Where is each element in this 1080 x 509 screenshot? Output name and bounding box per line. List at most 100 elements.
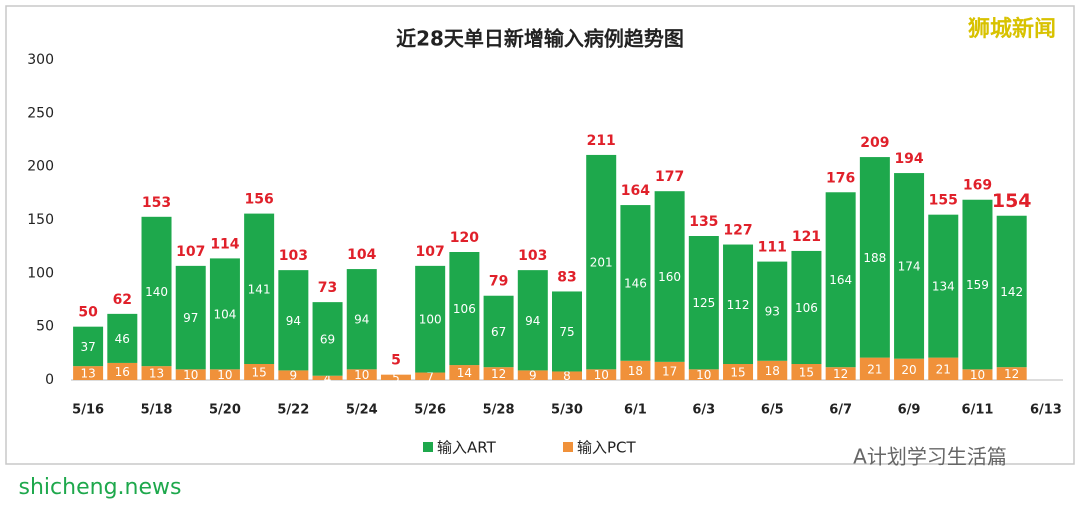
total-label: 194 [894,151,923,167]
x-tick-label: 5/20 [209,403,241,418]
segment-label: 15 [251,366,266,380]
chart-title: 近28天单日新增输入病例趋势图 [396,27,684,51]
x-tick-label: 5/16 [72,403,104,418]
segment-label: 106 [795,301,818,315]
bar-segment [996,215,1027,368]
bar-segment [620,205,651,361]
total-label: 107 [416,244,445,260]
segment-label: 10 [970,368,985,382]
bar-segment [449,252,480,366]
y-tick-label: 300 [27,52,54,68]
x-tick-label: 5/24 [346,403,378,418]
segment-label: 112 [727,298,750,312]
legend-swatch [563,442,573,452]
site-watermark: shicheng.news [19,475,182,500]
bar-segment [586,369,617,380]
segment-label: 12 [491,367,506,381]
total-label: 121 [792,229,821,245]
segment-label: 160 [658,270,681,284]
segment-label: 13 [149,367,164,381]
segment-label: 97 [183,311,198,325]
x-tick-label: 5/28 [483,403,515,418]
bar-segment [517,370,548,380]
bar-segment [244,364,275,380]
x-tick-label: 6/3 [692,403,715,418]
bar-segment [73,326,104,367]
bar-segment [278,370,309,380]
segment-label: 14 [457,366,472,380]
bar-segment [449,365,480,380]
segment-label: 21 [867,362,882,376]
segment-label: 10 [594,368,609,382]
segment-label: 164 [829,273,852,287]
bar-segment [859,357,890,380]
segment-label: 46 [115,332,130,346]
segment-label: 18 [628,364,643,378]
total-label: 120 [450,230,479,246]
segment-label: 134 [932,280,955,294]
segment-label: 10 [183,368,198,382]
x-tick-label: 5/18 [141,403,173,418]
bar-segment [209,369,240,380]
segment-label: 94 [525,314,540,328]
segment-label: 188 [863,251,886,265]
total-label: 83 [557,269,576,285]
total-label: 135 [689,214,718,230]
bar-segment [723,364,754,380]
segment-label: 9 [290,369,298,383]
bar-segment [175,265,206,370]
bar-segment [312,302,343,376]
x-tick-label: 5/26 [414,403,446,418]
total-label: 169 [963,178,992,194]
segment-label: 140 [145,285,168,299]
segment-label: 94 [286,314,301,328]
segment-label: 13 [80,367,95,381]
total-label: 155 [929,193,958,209]
bar-segment [346,269,377,370]
bar-segment [654,191,685,362]
x-tick-label: 6/9 [898,403,921,418]
bar-segment [107,362,138,380]
bar-segment [415,265,446,373]
y-tick-label: 100 [27,265,54,281]
total-label: 107 [176,244,205,260]
segment-label: 4 [324,371,332,385]
bar-segment [757,261,788,361]
total-label: 153 [142,195,171,211]
x-tick-label: 5/30 [551,403,583,418]
total-label: 177 [655,169,684,185]
bar-segment [346,369,377,380]
x-tick-label: 6/1 [624,403,647,418]
segment-label: 93 [765,305,780,319]
bar-segment [141,366,172,380]
bar-segment [791,250,822,364]
x-tick-label: 5/22 [277,403,309,418]
segment-label: 8 [563,369,571,383]
segment-label: 94 [354,313,369,327]
segment-label: 159 [966,278,989,292]
bar-segment [552,291,582,372]
y-tick-label: 0 [45,372,54,388]
total-label: 176 [826,170,855,186]
total-label: 62 [113,292,132,308]
segment-label: 10 [696,368,711,382]
x-tick-label: 6/5 [761,403,784,418]
y-tick-label: 50 [36,319,54,335]
bar-segment [517,270,548,371]
bar-segment [175,369,206,380]
segment-label: 5 [392,371,400,385]
total-label: 103 [279,248,308,264]
total-label: 164 [621,183,650,199]
total-label: 127 [723,223,752,239]
bar-segment [654,361,685,380]
legend-swatch [423,442,433,452]
bar-segment [723,244,754,364]
bar-segment [791,364,822,380]
total-label: 5 [391,353,401,369]
segment-label: 106 [453,302,476,316]
bar-segment [825,192,856,368]
bar-segment [483,367,514,380]
legend-label: 输入ART [437,439,497,457]
